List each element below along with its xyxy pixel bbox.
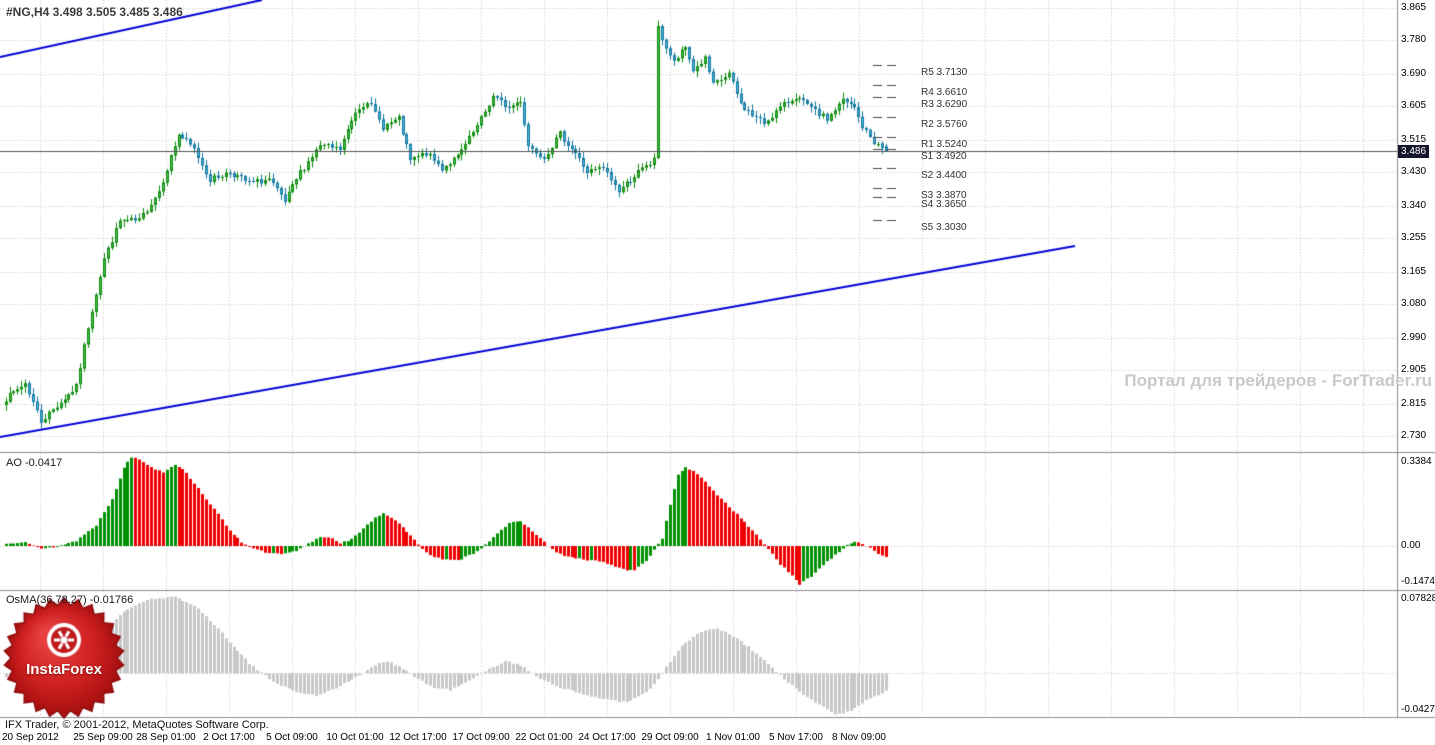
ao-indicator-label: AO -0.0417 — [6, 457, 63, 469]
time-tick-label: 5 Oct 09:00 — [266, 732, 318, 743]
time-tick-label: 5 Nov 17:00 — [769, 732, 823, 743]
time-tick-label: 22 Oct 01:00 — [515, 732, 573, 743]
ao-axis-max: 0.3384 — [1401, 456, 1432, 467]
pivot-label: S4 3.3650 — [921, 198, 967, 210]
price-tick-label: 3.690 — [1401, 67, 1427, 79]
price-tick-label: 3.605 — [1401, 100, 1427, 112]
price-tick-label: 3.430 — [1401, 166, 1427, 178]
time-axis[interactable]: 20 Sep 2012 25 Sep 09:00 28 Sep 01:00 2 Oct… — [0, 732, 1435, 745]
price-tick-label: 3.165 — [1401, 265, 1427, 277]
current-price-badge: 3.486 — [1398, 144, 1430, 158]
pivot-label: S3 3.3870 — [921, 189, 967, 201]
osma-axis-min: -0.04279 — [1401, 704, 1435, 715]
time-tick-label: 29 Oct 09:00 — [641, 732, 699, 743]
instaforex-logo-text: InstaForex — [26, 661, 102, 678]
price-axis[interactable]: 3.865 3.780 3.690 3.605 3.515 3.430 3.340 3.255… — [1399, 0, 1435, 717]
price-tick-label: 2.815 — [1401, 397, 1427, 409]
pivot-label: R2 3.5760 — [921, 118, 968, 130]
price-tick-label: 3.780 — [1401, 34, 1427, 46]
pivot-label: S5 3.3030 — [921, 221, 967, 233]
time-tick-label: 17 Oct 09:00 — [452, 732, 510, 743]
time-tick-label: 2 Oct 17:00 — [203, 732, 255, 743]
price-tick-label: 3.255 — [1401, 232, 1427, 244]
pivot-label: R1 3.5240 — [921, 138, 968, 150]
symbol-title: #NG,H4 3.498 3.505 3.485 3.486 — [6, 5, 183, 19]
price-tick-label: 3.340 — [1401, 199, 1427, 211]
time-tick-label: 24 Oct 17:00 — [578, 732, 636, 743]
price-tick-label: 2.990 — [1401, 331, 1427, 343]
pivot-label: R4 3.6610 — [921, 86, 968, 98]
ao-axis-min: -0.1474 — [1401, 576, 1435, 587]
time-tick-label: 8 Nov 09:00 — [832, 732, 886, 743]
time-tick-label: 12 Oct 17:00 — [389, 732, 447, 743]
ao-axis-zero: 0.00 — [1401, 540, 1421, 551]
osma-indicator-label: OsMA(36,78,27) -0.01766 — [6, 594, 134, 606]
time-tick-label: 20 Sep 2012 — [2, 732, 59, 743]
pivot-label: S1 3.4920 — [921, 150, 967, 162]
osma-axis-max: 0.07828 — [1401, 593, 1435, 604]
price-tick-label: 3.080 — [1401, 298, 1427, 310]
copyright-text: IFX Trader, © 2001-2012, MetaQuotes Soft… — [5, 719, 269, 731]
time-tick-label: 1 Nov 01:00 — [706, 732, 760, 743]
fortrader-watermark: Портал для трейдеров - ForTrader.ru — [1124, 371, 1432, 390]
pivot-label: R5 3.7130 — [921, 66, 968, 78]
price-tick-label: 3.515 — [1401, 133, 1427, 145]
time-tick-label: 25 Sep 09:00 — [73, 732, 133, 743]
price-tick-label: 2.730 — [1401, 429, 1427, 441]
pivot-labels-layer: R5 3.7130 R4 3.6610 R3 3.6290 R2 3.5760 R1 3… — [0, 0, 1100, 452]
time-tick-label: 10 Oct 01:00 — [326, 732, 384, 743]
pivot-label: S2 3.4400 — [921, 169, 967, 181]
price-tick-label: 3.865 — [1401, 2, 1427, 13]
time-tick-label: 28 Sep 01:00 — [136, 732, 196, 743]
pivot-label: R3 3.6290 — [921, 98, 968, 110]
price-tick-label: 2.905 — [1401, 364, 1427, 375]
